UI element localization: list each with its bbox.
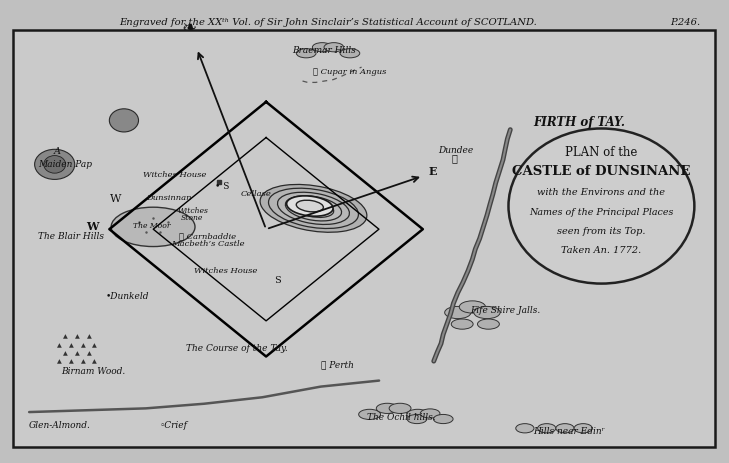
Text: ▲: ▲	[75, 335, 79, 339]
Text: Witches House: Witches House	[195, 267, 257, 275]
Text: ▲: ▲	[93, 343, 97, 348]
Text: ▲: ▲	[93, 360, 97, 364]
Ellipse shape	[474, 307, 500, 319]
Ellipse shape	[477, 319, 499, 329]
Ellipse shape	[111, 207, 195, 246]
Text: ▲: ▲	[87, 335, 91, 339]
Text: •Dunkeld: •Dunkeld	[106, 292, 149, 301]
Ellipse shape	[268, 188, 359, 228]
Ellipse shape	[35, 149, 74, 180]
Ellipse shape	[574, 424, 592, 433]
Text: ▲: ▲	[58, 360, 62, 364]
Text: ❧: ❧	[182, 19, 197, 37]
Text: ▲: ▲	[69, 343, 74, 348]
Ellipse shape	[260, 184, 367, 232]
Text: ▲: ▲	[63, 335, 68, 339]
Text: ▲: ▲	[63, 351, 68, 356]
Text: CASTLE of DUNSINANE: CASTLE of DUNSINANE	[512, 165, 690, 178]
Text: Witches House: Witches House	[144, 171, 206, 179]
Text: ▲: ▲	[75, 351, 79, 356]
Ellipse shape	[445, 307, 471, 319]
Ellipse shape	[407, 409, 429, 419]
Text: W: W	[86, 221, 98, 232]
Text: ▲: ▲	[81, 343, 85, 348]
Ellipse shape	[359, 409, 381, 419]
Text: Witches: Witches	[177, 206, 208, 215]
Text: Cellase: Cellase	[241, 189, 272, 198]
Ellipse shape	[286, 196, 333, 216]
Text: ▲: ▲	[81, 360, 85, 364]
Ellipse shape	[293, 199, 334, 218]
Ellipse shape	[451, 319, 473, 329]
Text: ▲: ▲	[58, 343, 62, 348]
Text: S: S	[273, 275, 281, 285]
Text: • S: • S	[215, 182, 230, 191]
Text: Taken An. 1772.: Taken An. 1772.	[561, 245, 642, 255]
Text: The Blair Hills: The Blair Hills	[39, 232, 104, 241]
Text: ✶ Carnbaddie: ✶ Carnbaddie	[179, 232, 236, 240]
Text: Glen-Almond.: Glen-Almond.	[29, 420, 90, 430]
Text: The Course of the Tay.: The Course of the Tay.	[186, 344, 288, 353]
Ellipse shape	[389, 403, 411, 413]
Text: with the Environs and the: with the Environs and the	[537, 188, 666, 197]
Ellipse shape	[459, 301, 486, 313]
Text: P.246.: P.246.	[670, 18, 700, 26]
Ellipse shape	[44, 156, 66, 173]
Ellipse shape	[420, 409, 440, 418]
Text: ✶ Cupar in Angus: ✶ Cupar in Angus	[313, 68, 386, 76]
Ellipse shape	[278, 192, 349, 225]
Text: Maiden Pap: Maiden Pap	[39, 160, 93, 169]
Text: seen from its Top.: seen from its Top.	[557, 227, 646, 236]
Ellipse shape	[296, 200, 324, 212]
Text: ◦Crief: ◦Crief	[160, 420, 187, 430]
Ellipse shape	[312, 43, 332, 52]
Text: Names of the Principal Places: Names of the Principal Places	[529, 208, 674, 218]
Ellipse shape	[324, 43, 344, 52]
Text: ✶: ✶	[452, 154, 458, 163]
Text: Engraved for the XXᵗʰ Vol. of Sir John Sinclair’s Statistical Account of SCOTLAN: Engraved for the XXᵗʰ Vol. of Sir John S…	[119, 18, 537, 26]
Ellipse shape	[301, 203, 326, 214]
Text: Dunsinnan: Dunsinnan	[147, 194, 192, 202]
Ellipse shape	[433, 414, 453, 424]
Text: The Moor: The Moor	[133, 222, 171, 230]
FancyBboxPatch shape	[13, 30, 715, 447]
Text: Stone: Stone	[182, 213, 203, 222]
Ellipse shape	[508, 128, 694, 283]
Text: A: A	[53, 147, 61, 156]
Text: Macbeth’s Castle: Macbeth’s Castle	[171, 240, 244, 248]
Ellipse shape	[340, 49, 359, 58]
Text: Fife Shire Jalls.: Fife Shire Jalls.	[470, 306, 540, 315]
Text: ▲: ▲	[69, 360, 74, 364]
Ellipse shape	[538, 424, 555, 433]
Ellipse shape	[109, 109, 139, 132]
Text: FIRTH of TAY.: FIRTH of TAY.	[534, 116, 625, 129]
Text: Birnam Wood.: Birnam Wood.	[61, 367, 125, 376]
Text: ▲: ▲	[87, 351, 91, 356]
Text: ✶ Perth: ✶ Perth	[321, 360, 354, 369]
Ellipse shape	[516, 424, 534, 433]
Text: PLAN of the: PLAN of the	[565, 146, 638, 159]
Text: Braemar Hills: Braemar Hills	[292, 46, 356, 56]
Ellipse shape	[556, 424, 574, 433]
Text: Hills near Edinʳ: Hills near Edinʳ	[533, 427, 604, 436]
Text: Dundee: Dundee	[438, 146, 473, 155]
Text: W: W	[109, 194, 121, 204]
Text: E: E	[428, 166, 437, 177]
Ellipse shape	[407, 414, 426, 424]
Ellipse shape	[376, 403, 398, 413]
Text: The Ochil hills.: The Ochil hills.	[367, 413, 435, 422]
Ellipse shape	[296, 49, 316, 58]
Ellipse shape	[285, 196, 342, 221]
